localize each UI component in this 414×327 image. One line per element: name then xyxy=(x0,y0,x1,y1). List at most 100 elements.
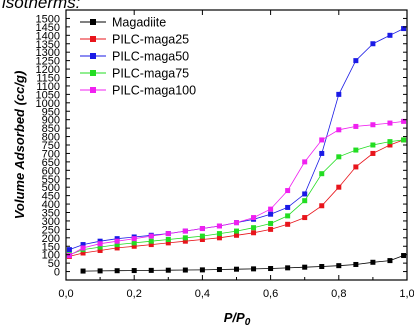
data-point xyxy=(166,231,171,236)
data-point xyxy=(234,220,239,225)
data-point xyxy=(132,268,137,273)
data-point xyxy=(115,268,120,273)
x-tick-label: 0,4 xyxy=(195,288,210,300)
legend-marker xyxy=(90,53,96,59)
data-point xyxy=(149,239,154,244)
data-point xyxy=(67,247,72,252)
series-magadiite xyxy=(81,253,407,274)
legend-label: PILC-maga75 xyxy=(112,67,189,81)
y-axis-label: Volume Adsorbed (cc/g) xyxy=(12,71,27,220)
data-point xyxy=(353,262,358,267)
data-point xyxy=(200,234,205,239)
legend-item: PILC-maga100 xyxy=(80,84,196,98)
x-tick-label: 0,2 xyxy=(127,288,142,300)
data-point xyxy=(336,263,341,268)
y-tick-label: 1500 xyxy=(36,13,60,25)
data-point xyxy=(387,33,392,38)
data-point xyxy=(268,212,273,217)
data-point xyxy=(217,231,222,236)
data-point xyxy=(67,253,72,258)
data-point xyxy=(387,258,392,263)
data-point xyxy=(336,127,341,132)
data-point xyxy=(370,143,375,148)
x-tick-label: 0,6 xyxy=(263,288,278,300)
data-point xyxy=(268,221,273,226)
data-point xyxy=(370,260,375,265)
x-tick-label: 0,8 xyxy=(331,288,346,300)
data-point xyxy=(183,229,188,234)
data-point xyxy=(387,139,392,144)
data-point xyxy=(336,185,341,190)
data-point xyxy=(98,268,103,273)
data-point xyxy=(370,151,375,156)
data-point xyxy=(183,235,188,240)
data-point xyxy=(302,265,307,270)
data-point xyxy=(251,215,256,220)
data-point xyxy=(98,241,103,246)
data-point xyxy=(302,191,307,196)
data-point xyxy=(319,151,324,156)
data-point xyxy=(217,224,222,229)
data-point xyxy=(285,205,290,210)
data-point xyxy=(302,198,307,203)
data-point xyxy=(319,203,324,208)
data-point xyxy=(268,266,273,271)
legend-label: PILC-maga25 xyxy=(112,33,189,47)
legend: Magadiite PILC-maga25 PILC-maga50 PILC-maga… xyxy=(80,16,196,98)
data-point xyxy=(268,227,273,232)
legend-label: PILC-maga50 xyxy=(112,50,189,64)
data-point xyxy=(336,154,341,159)
x-axis-label-main: P/P xyxy=(224,310,245,325)
legend-item: PILC-maga25 xyxy=(80,33,189,47)
legend-label: Magadiite xyxy=(112,16,166,30)
data-point xyxy=(302,159,307,164)
data-point xyxy=(370,122,375,127)
data-point xyxy=(183,268,188,273)
legend-marker xyxy=(90,87,96,93)
data-point xyxy=(319,137,324,142)
x-axis-label-sub: 0 xyxy=(245,317,251,327)
legend-item: Magadiite xyxy=(80,16,166,30)
data-point xyxy=(285,213,290,218)
data-point xyxy=(234,267,239,272)
legend-item: PILC-maga50 xyxy=(80,50,189,64)
data-point xyxy=(387,121,392,126)
data-point xyxy=(353,124,358,129)
legend-marker xyxy=(90,36,96,42)
data-point xyxy=(401,137,406,142)
x-tick-label: 1,0 xyxy=(399,288,414,300)
data-point xyxy=(370,41,375,46)
data-point xyxy=(166,237,171,242)
data-point xyxy=(217,267,222,272)
data-point xyxy=(353,164,358,169)
data-point xyxy=(285,222,290,227)
data-point xyxy=(81,269,86,274)
data-point xyxy=(336,92,341,97)
data-point xyxy=(401,253,406,258)
x-tick-label: 0,0 xyxy=(58,288,73,300)
data-point xyxy=(319,171,324,176)
data-point xyxy=(115,239,120,244)
data-point xyxy=(353,58,358,63)
legend-label: PILC-maga100 xyxy=(112,84,196,98)
data-point xyxy=(285,188,290,193)
data-point xyxy=(251,225,256,230)
data-point xyxy=(353,148,358,153)
data-point xyxy=(200,267,205,272)
legend-item: PILC-maga75 xyxy=(80,67,189,81)
data-point xyxy=(81,245,86,250)
data-point xyxy=(251,266,256,271)
data-point xyxy=(302,215,307,220)
data-point xyxy=(234,229,239,234)
legend-marker xyxy=(90,19,96,25)
x-axis-label: P/P0 xyxy=(224,310,251,327)
data-point xyxy=(268,207,273,212)
data-point xyxy=(132,236,137,241)
data-point xyxy=(149,268,154,273)
legend-marker xyxy=(90,70,96,76)
data-point xyxy=(166,268,171,273)
data-point xyxy=(251,230,256,235)
data-point xyxy=(200,226,205,231)
data-point xyxy=(285,265,290,270)
